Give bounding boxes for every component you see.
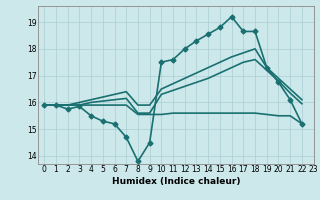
X-axis label: Humidex (Indice chaleur): Humidex (Indice chaleur): [112, 177, 240, 186]
